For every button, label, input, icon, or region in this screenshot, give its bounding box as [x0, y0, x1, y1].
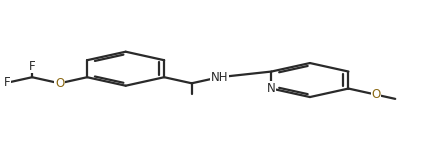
Text: N: N	[267, 82, 276, 95]
Text: F: F	[4, 76, 11, 89]
Text: NH: NH	[210, 71, 228, 84]
Text: O: O	[371, 88, 381, 101]
Text: O: O	[55, 77, 64, 90]
Text: F: F	[29, 60, 35, 73]
